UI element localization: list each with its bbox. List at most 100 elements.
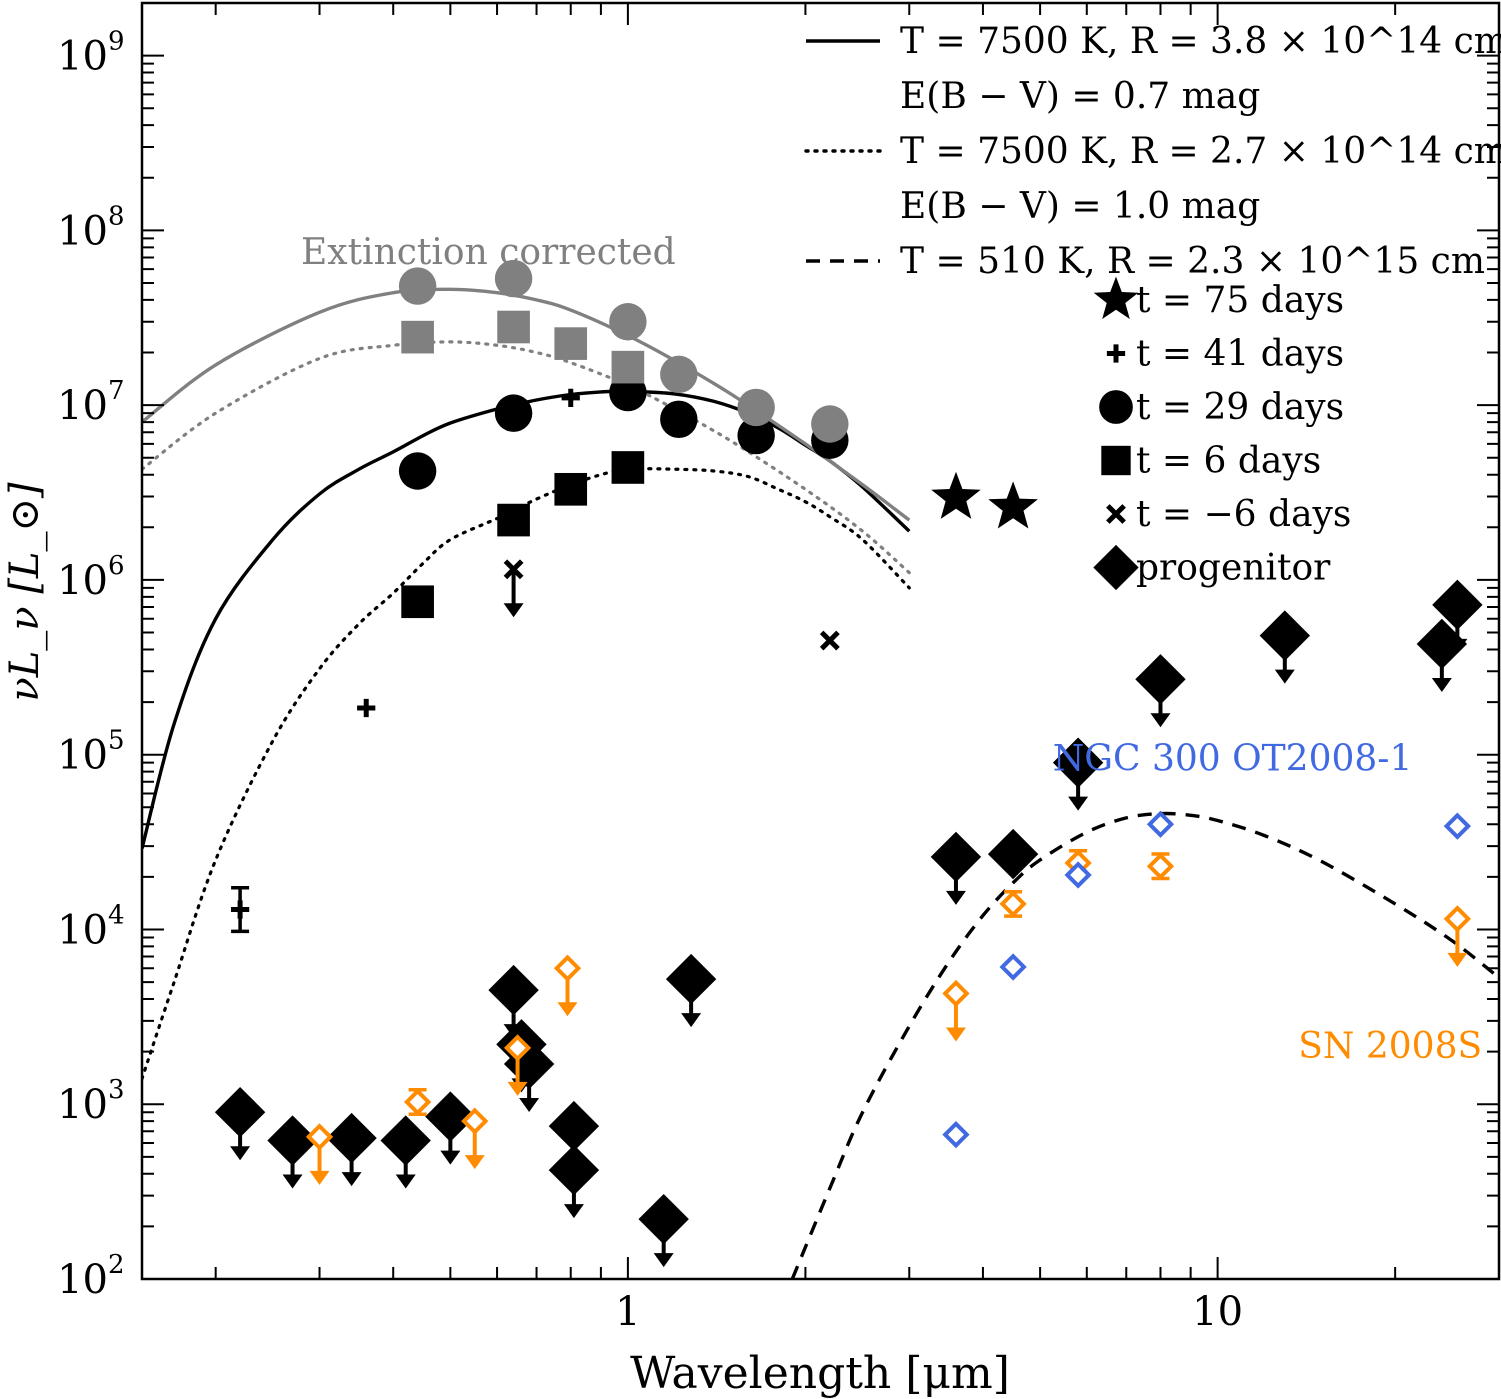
y-axis-label: νL_ν [L_⊙] bbox=[2, 482, 48, 702]
y-tick-label-4: 10 bbox=[57, 558, 108, 604]
point-star-0-0 bbox=[931, 471, 981, 519]
point-circle-2-4 bbox=[737, 416, 775, 455]
series-9 bbox=[942, 810, 1472, 1149]
point-open-diamond-8-3-head bbox=[507, 1081, 528, 1096]
y-tick-label-2: 10 bbox=[57, 907, 108, 953]
legend-label-square: t = 6 days bbox=[1136, 441, 1321, 482]
point-diamond-7-4 bbox=[425, 1091, 476, 1142]
series-5 bbox=[398, 259, 849, 443]
point-diamond-7-14 bbox=[1052, 737, 1104, 788]
point-square-3-2 bbox=[554, 472, 588, 506]
point-plus-1-0 bbox=[230, 900, 250, 919]
point-square-6-1 bbox=[497, 310, 530, 344]
series-0 bbox=[931, 471, 1038, 529]
point-diamond-7-12 bbox=[930, 831, 982, 883]
y-tick-label-7: 10 bbox=[57, 34, 108, 80]
plot-frame bbox=[140, 1, 1501, 1281]
point-open-diamond-9-0 bbox=[942, 1120, 970, 1149]
point-diamond-7-2-head bbox=[341, 1172, 362, 1187]
y-tick-label-5: 10 bbox=[57, 383, 108, 429]
legend-marker-cross bbox=[1106, 504, 1126, 524]
point-diamond-7-3 bbox=[380, 1115, 431, 1166]
point-open-diamond-8-5 bbox=[942, 979, 970, 1008]
point-open-diamond-8-4-head bbox=[557, 1002, 578, 1017]
annotation-extinction: Extinction corrected bbox=[301, 232, 676, 273]
point-diamond-7-18 bbox=[1432, 579, 1483, 631]
legend-label-circle: t = 29 days bbox=[1136, 387, 1344, 428]
point-diamond-7-11-head bbox=[681, 1013, 702, 1028]
legend-marker-circle bbox=[1099, 390, 1133, 424]
point-open-diamond-8-1 bbox=[403, 1088, 432, 1116]
point-plus-1-2 bbox=[561, 388, 580, 408]
point-plus-1-1 bbox=[357, 698, 376, 718]
point-diamond-7-17-head bbox=[1431, 677, 1452, 692]
legend-label-star: t = 75 days bbox=[1136, 280, 1344, 321]
point-open-diamond-8-2 bbox=[461, 1107, 489, 1135]
legend-marker-square bbox=[1101, 445, 1131, 476]
point-open-diamond-8-2-head bbox=[464, 1155, 485, 1170]
annotations: Extinction corrected NGC 300 OT2008-1 SN 2… bbox=[301, 232, 1482, 1067]
point-diamond-7-18-head bbox=[1447, 638, 1468, 653]
data-points bbox=[214, 259, 1483, 1268]
legend-marker-plus bbox=[1106, 344, 1126, 363]
model-curves bbox=[142, 287, 1499, 1279]
point-cross-4-1 bbox=[819, 630, 840, 651]
point-open-diamond-8-6 bbox=[999, 890, 1027, 918]
point-circle-2-3 bbox=[660, 400, 698, 439]
series-1 bbox=[230, 388, 580, 934]
y-tick-exponent-3: 5 bbox=[108, 726, 125, 756]
point-square-3-3 bbox=[611, 451, 645, 484]
model-curve-4 bbox=[790, 811, 1499, 1279]
point-square-3-0 bbox=[401, 585, 434, 619]
point-cross-4-0-head bbox=[503, 603, 524, 618]
y-tick-label-0: 10 bbox=[57, 1257, 108, 1303]
point-open-diamond-9-4 bbox=[1443, 812, 1472, 840]
legend-label-2-0: T = 510 K, R = 2.3 × 10^15 cm bbox=[900, 241, 1485, 282]
point-circle-5-5 bbox=[811, 405, 849, 443]
y-tick-label-3: 10 bbox=[57, 733, 108, 779]
point-diamond-7-13 bbox=[987, 828, 1039, 880]
legend-label-diamond: progenitor bbox=[1136, 548, 1331, 589]
point-open-diamond-8-9-head bbox=[1447, 952, 1468, 967]
point-open-diamond-9-1 bbox=[999, 953, 1027, 981]
y-tick-label-6: 10 bbox=[57, 208, 108, 254]
point-diamond-7-16-head bbox=[1274, 669, 1295, 684]
series-4 bbox=[503, 559, 840, 651]
point-circle-5-2 bbox=[609, 303, 647, 341]
series-8 bbox=[305, 849, 1472, 1185]
point-circle-2-0 bbox=[398, 452, 437, 490]
point-square-6-2 bbox=[554, 327, 588, 360]
y-tick-label-1: 10 bbox=[57, 1082, 108, 1128]
point-diamond-7-2 bbox=[326, 1112, 377, 1164]
legend-marker-star bbox=[1093, 276, 1139, 319]
point-square-6-3 bbox=[611, 350, 645, 384]
y-tick-exponent-5: 7 bbox=[108, 376, 125, 406]
point-diamond-7-7-head bbox=[519, 1097, 540, 1112]
y-tick-exponent-6: 8 bbox=[108, 201, 125, 231]
point-diamond-7-16 bbox=[1259, 610, 1311, 661]
point-diamond-7-1-head bbox=[282, 1174, 303, 1189]
point-diamond-7-0 bbox=[214, 1087, 266, 1138]
point-diamond-7-12-head bbox=[945, 890, 966, 905]
legend-label-cross: t = −6 days bbox=[1136, 494, 1351, 535]
point-cross-4-0 bbox=[503, 559, 524, 580]
point-open-diamond-9-3 bbox=[1146, 810, 1175, 838]
legend-label-1-1: E(B − V) = 1.0 mag bbox=[900, 186, 1260, 227]
point-square-3-1 bbox=[497, 503, 530, 537]
point-diamond-7-9-head bbox=[563, 1204, 584, 1219]
point-open-diamond-8-9 bbox=[1443, 905, 1472, 933]
y-tick-exponent-7: 9 bbox=[108, 27, 125, 57]
point-circle-5-0 bbox=[398, 267, 437, 305]
point-open-diamond-8-8 bbox=[1146, 852, 1175, 880]
point-open-diamond-8-0-head bbox=[309, 1170, 330, 1185]
legend-label-0-1: E(B − V) = 0.7 mag bbox=[900, 76, 1260, 117]
model-curve-1 bbox=[142, 467, 911, 1081]
point-circle-5-1 bbox=[494, 259, 533, 298]
point-diamond-7-1 bbox=[267, 1115, 318, 1166]
point-diamond-7-10-head bbox=[653, 1253, 674, 1268]
point-diamond-7-4-head bbox=[440, 1150, 461, 1165]
legend-marker-diamond bbox=[1093, 544, 1139, 591]
x-axis-label: Wavelength [μm] bbox=[630, 1348, 1010, 1399]
